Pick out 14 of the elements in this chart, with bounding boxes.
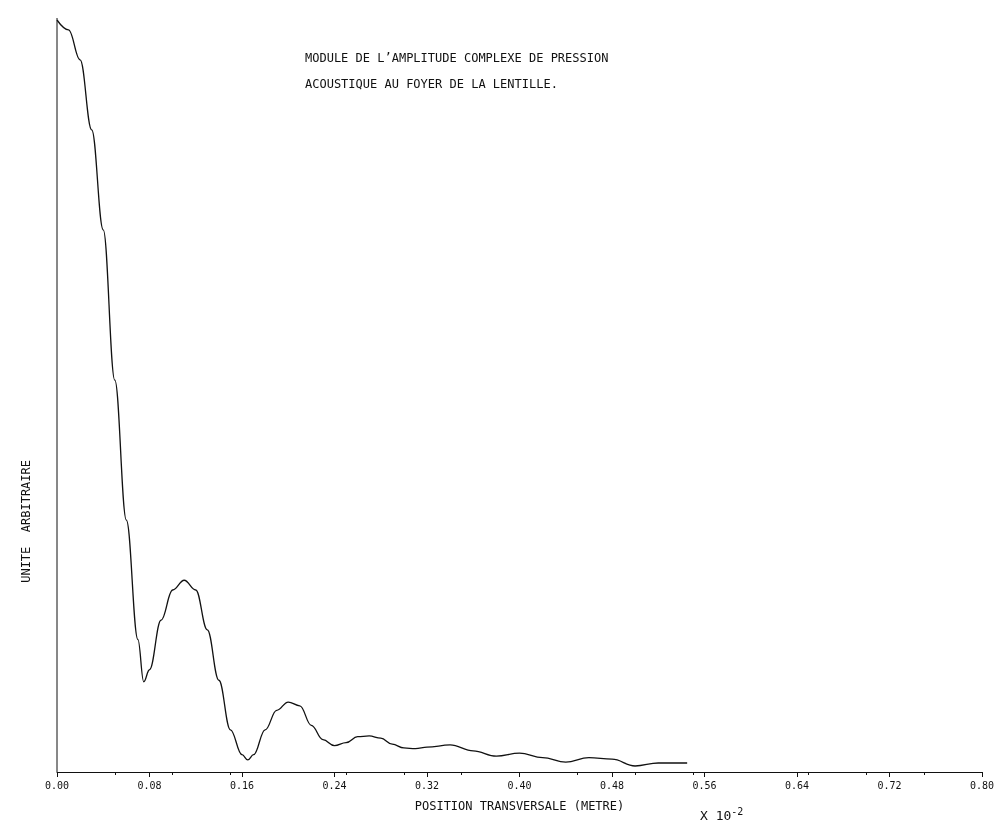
x-tick-label: 0.00 (44, 779, 70, 791)
text: MODULE DE L’AMPLITUDE COMPLEXE DE PRESSION ACOUSTIQUE AU FOYER DE LA LENTILLE. (305, 51, 616, 91)
x-tick-label: 0.64 (784, 779, 810, 791)
x-axis-title: POSITION TRANSVERSALE (METRE) (414, 799, 625, 813)
x-tick-label: 0.40 (507, 779, 532, 791)
y-axis-title: UNITE ARBITRAIRE (19, 459, 33, 583)
x-tick-label: 0.80 (969, 779, 995, 791)
x-tick-label: 0.24 (322, 779, 347, 791)
x-tick-label: 0.16 (229, 779, 255, 791)
x-tick-label: 0.56 (692, 779, 717, 791)
x-tick-label: 0.08 (137, 779, 162, 791)
x-tick-label: 0.32 (414, 779, 440, 791)
x-tick-label: 0.72 (877, 779, 902, 791)
x-tick-label: 0.48 (599, 779, 625, 791)
